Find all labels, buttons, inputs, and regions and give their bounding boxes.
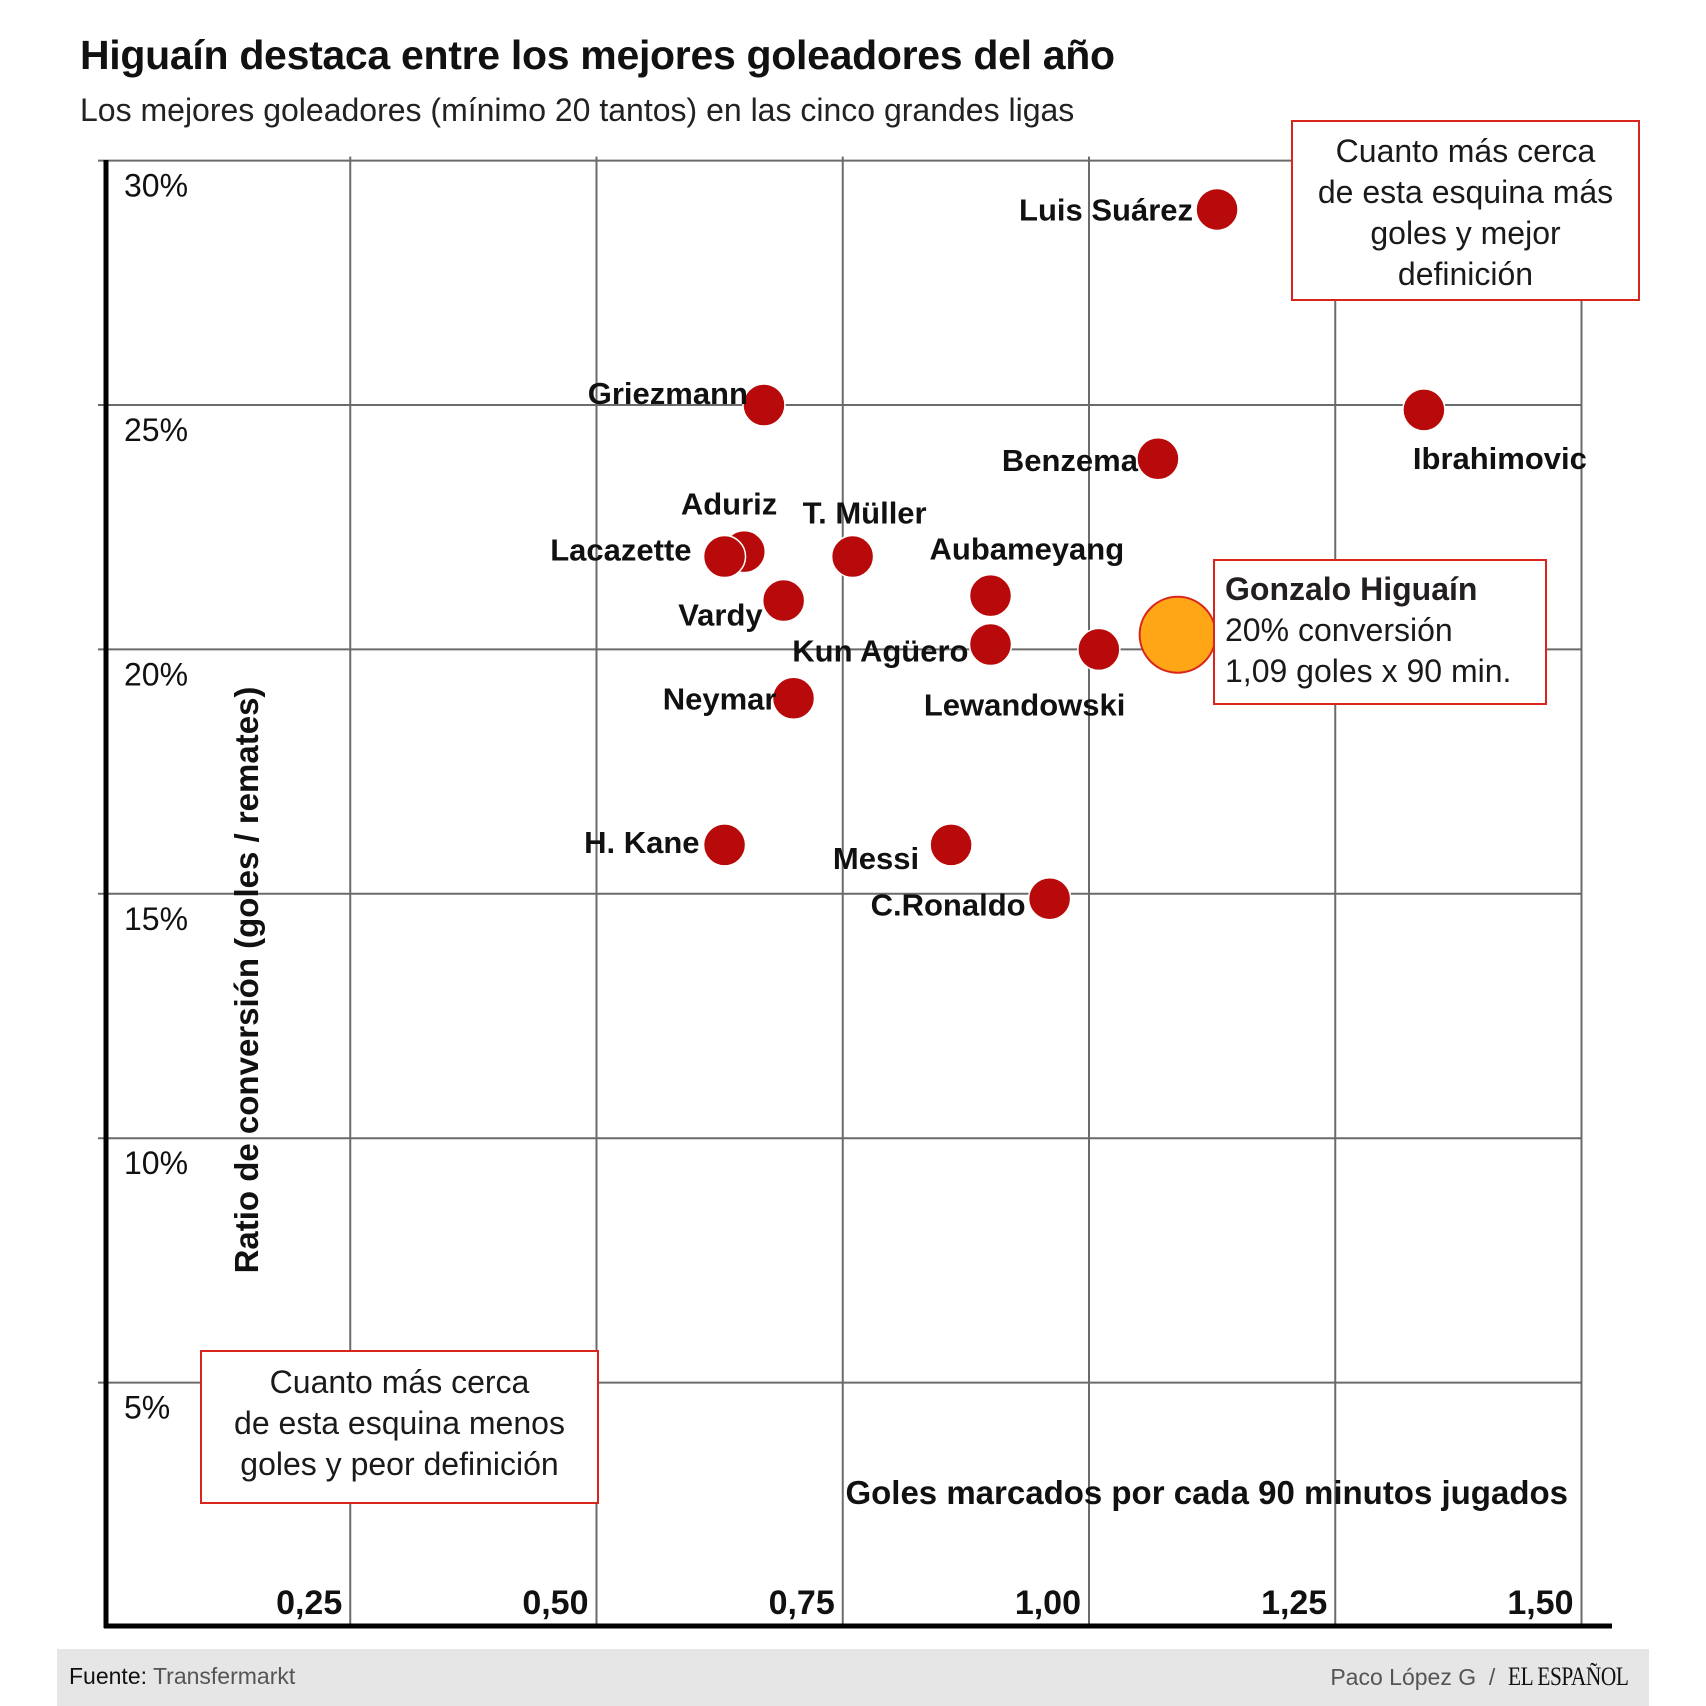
annotation-line: Cuanto más cerca <box>269 1364 530 1400</box>
x-tick-label: 0,50 <box>522 1584 588 1622</box>
source-value: Transfermarkt <box>147 1663 296 1689</box>
data-point <box>1195 187 1239 232</box>
point-label: Vardy <box>678 598 763 633</box>
annotation-line: goles y peor definición <box>240 1446 559 1482</box>
y-tick-label: 25% <box>124 412 188 448</box>
data-point <box>1402 388 1446 432</box>
point-label: Lacazette <box>550 533 691 568</box>
annotation-line: de esta esquina más <box>1317 174 1614 210</box>
x-tick-label: 1,50 <box>1507 1584 1573 1622</box>
y-tick-label: 20% <box>124 656 188 692</box>
point-label: Luis Suárez <box>1019 192 1193 227</box>
chart-subtitle: Los mejores goleadores (mínimo 20 tantos… <box>80 92 1075 128</box>
point-label: T. Müller <box>803 496 927 531</box>
x-tick-label: 0,25 <box>276 1584 342 1622</box>
y-axis-title: Ratio de conversión (goles / remates) <box>228 687 265 1274</box>
highlight-callout: Gonzalo Higuaín 20% conversión 1,09 gole… <box>1213 559 1547 705</box>
annotation-line: Cuanto más cerca <box>1335 133 1596 169</box>
highlight-goals: 1,09 goles x 90 min. <box>1225 653 1512 689</box>
annotation-top-right: Cuanto más cerca de esta esquina más gol… <box>1291 120 1640 301</box>
x-tick-label: 0,75 <box>769 1584 835 1622</box>
y-tick-label: 10% <box>124 1145 188 1181</box>
point-label: Neymar <box>663 681 777 716</box>
point-label: Aubameyang <box>930 532 1125 567</box>
data-point <box>742 383 786 427</box>
highlight-point <box>1138 595 1217 674</box>
annotation-line: goles y mejor <box>1370 215 1561 251</box>
author: Paco López G / <box>1330 1664 1509 1690</box>
point-label: Lewandowski <box>924 687 1126 722</box>
data-point <box>702 534 747 579</box>
annotation-line: definición <box>1397 256 1534 292</box>
point-label: C.Ronaldo <box>871 888 1026 923</box>
data-point <box>702 823 747 867</box>
data-point <box>968 573 1013 618</box>
point-label: Benzema <box>1002 443 1139 478</box>
point-label: H. Kane <box>584 825 699 860</box>
highlight-name: Gonzalo Higuaín <box>1225 571 1478 607</box>
y-tick-label: 5% <box>124 1390 170 1426</box>
annotation-bottom-left: Cuanto más cerca de esta esquina menos g… <box>200 1350 599 1504</box>
point-label: Aduriz <box>681 487 777 522</box>
y-tick-label: 30% <box>124 168 188 204</box>
point-label: Kun Agüero <box>792 634 968 669</box>
data-point <box>929 823 973 867</box>
data-point <box>761 578 806 623</box>
axes <box>103 160 1612 1629</box>
chart-title: Higuaín destaca entre los mejores golead… <box>80 32 1115 78</box>
highlight-conversion: 20% conversión <box>1225 612 1453 648</box>
x-tick-label: 1,00 <box>1015 1584 1081 1622</box>
annotation-line: de esta esquina menos <box>234 1405 565 1441</box>
data-point <box>771 676 816 721</box>
point-labels: Luis Suárez Griezmann Ibrahimovic Benzema Ad… <box>550 192 1587 922</box>
footer: Fuente: Transfermarkt Paco López G / EL … <box>57 1649 1649 1706</box>
point-label: Ibrahimovic <box>1413 441 1587 476</box>
source-label: Fuente: <box>69 1663 147 1689</box>
credits: Paco López G / EL ESPAÑOL <box>1330 1662 1631 1692</box>
data-point <box>1136 437 1180 481</box>
data-point <box>1027 876 1072 921</box>
x-tick-labels: 0,25 0,50 0,75 1,00 1,25 1,50 <box>276 1584 1573 1622</box>
data-points <box>702 187 1446 921</box>
y-tick-labels: 5% 10% 15% 20% 25% 30% <box>124 168 188 1426</box>
x-tick-label: 1,25 <box>1261 1584 1327 1622</box>
point-label: Messi <box>833 841 919 876</box>
data-point <box>968 622 1013 667</box>
source: Fuente: Transfermarkt <box>69 1663 295 1690</box>
data-point <box>1077 627 1121 672</box>
brand-logo: EL ESPAÑOL <box>1508 1662 1629 1691</box>
y-tick-label: 15% <box>124 901 188 937</box>
data-point <box>830 534 875 579</box>
point-label: Griezmann <box>588 376 748 411</box>
x-axis-title: Goles marcados por cada 90 minutos jugad… <box>845 1474 1568 1511</box>
